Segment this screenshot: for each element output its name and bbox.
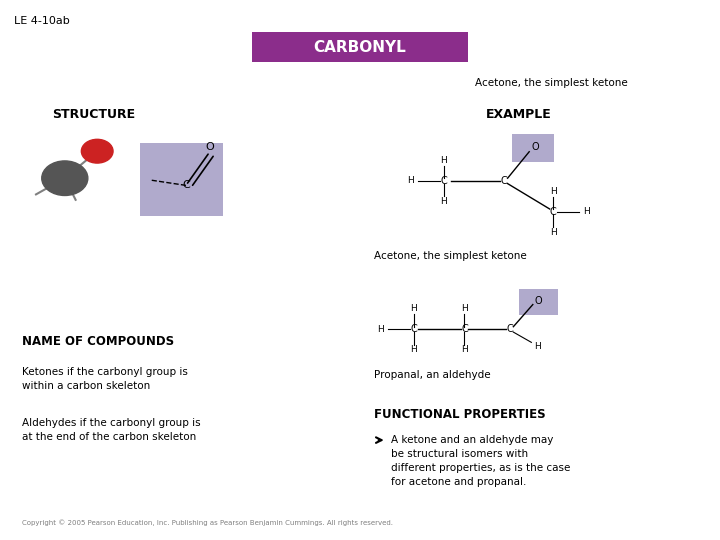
Text: C: C — [182, 180, 190, 191]
Text: A ketone and an aldehyde may
be structural isomers with
different properties, as: A ketone and an aldehyde may be structur… — [391, 435, 570, 487]
Text: H: H — [583, 207, 590, 216]
Text: Copyright © 2005 Pearson Education, Inc. Publishing as Pearson Benjamin Cummings: Copyright © 2005 Pearson Education, Inc.… — [22, 520, 392, 526]
Text: O: O — [531, 142, 539, 152]
Text: H: H — [441, 156, 447, 165]
Text: LE 4-10ab: LE 4-10ab — [14, 16, 70, 26]
Text: O: O — [205, 141, 214, 152]
FancyBboxPatch shape — [140, 143, 223, 216]
Text: FUNCTIONAL PROPERTIES: FUNCTIONAL PROPERTIES — [374, 408, 546, 421]
Text: C: C — [441, 176, 447, 186]
Text: H: H — [410, 346, 418, 354]
Text: C: C — [461, 325, 468, 334]
Text: Acetone, the simplest ketone: Acetone, the simplest ketone — [475, 78, 628, 89]
Text: CARBONYL: CARBONYL — [314, 40, 406, 55]
Text: C: C — [410, 325, 418, 334]
Text: H: H — [461, 346, 468, 354]
Circle shape — [42, 161, 88, 195]
FancyBboxPatch shape — [519, 289, 558, 315]
Text: C: C — [500, 176, 508, 186]
Text: H: H — [550, 228, 557, 237]
Text: H: H — [441, 197, 447, 206]
Text: Acetone, the simplest ketone: Acetone, the simplest ketone — [374, 251, 527, 261]
Text: C: C — [506, 325, 513, 334]
Text: STRUCTURE: STRUCTURE — [52, 108, 135, 121]
Text: H: H — [550, 187, 557, 195]
Text: EXAMPLE: EXAMPLE — [485, 108, 552, 121]
FancyBboxPatch shape — [252, 32, 468, 62]
Text: H: H — [377, 325, 384, 334]
FancyBboxPatch shape — [512, 134, 554, 162]
Text: H: H — [408, 177, 414, 185]
Circle shape — [81, 139, 113, 163]
Text: C: C — [550, 207, 557, 217]
Text: NAME OF COMPOUNDS: NAME OF COMPOUNDS — [22, 335, 174, 348]
Text: O: O — [535, 296, 542, 306]
Text: H: H — [410, 305, 418, 313]
Text: H: H — [534, 342, 541, 351]
Text: H: H — [461, 305, 468, 313]
Text: Aldehydes if the carbonyl group is
at the end of the carbon skeleton: Aldehydes if the carbonyl group is at th… — [22, 418, 200, 442]
Text: Propanal, an aldehyde: Propanal, an aldehyde — [374, 370, 491, 380]
Text: Ketones if the carbonyl group is
within a carbon skeleton: Ketones if the carbonyl group is within … — [22, 367, 187, 391]
